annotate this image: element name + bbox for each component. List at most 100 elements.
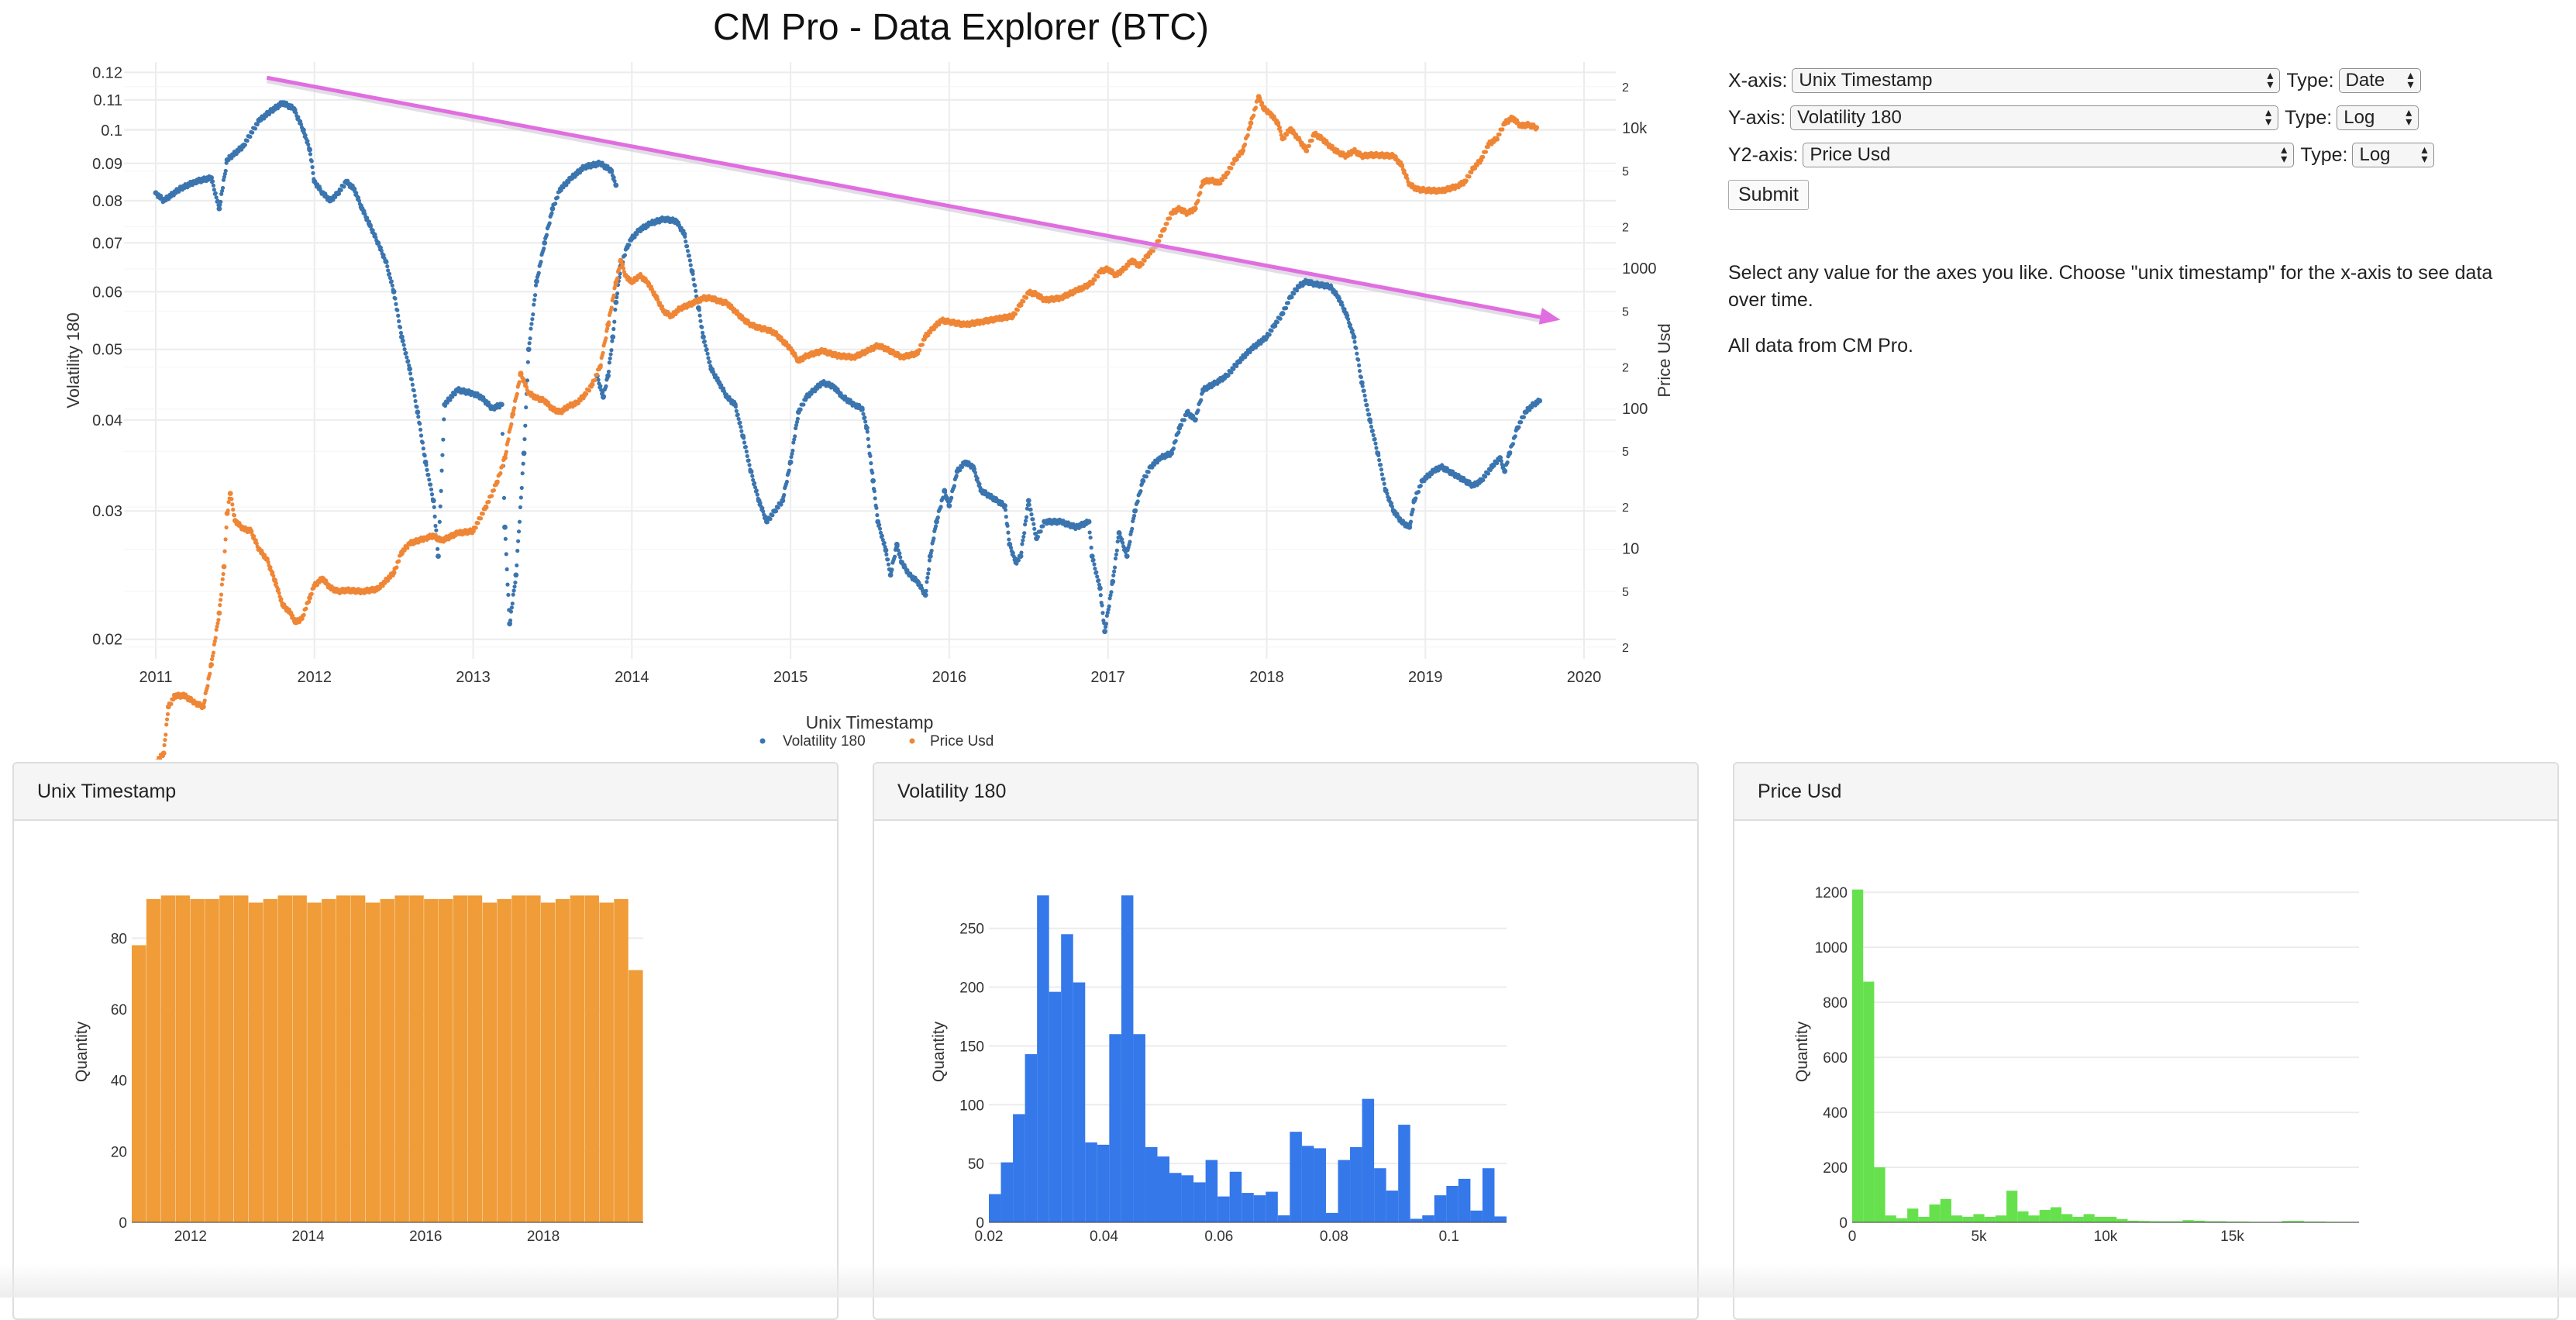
data-point [528,336,532,340]
data-point [530,317,534,321]
histogram-bar [1254,1195,1266,1222]
data-point [404,351,408,355]
data-point [391,570,397,575]
data-point [1016,308,1020,312]
data-point [516,539,520,543]
data-point [384,260,388,264]
data-point [250,130,254,134]
y-axis-title: Quantity [1793,1021,1811,1082]
histogram-bar [439,899,453,1222]
data-point [697,313,701,317]
data-point [622,267,625,271]
data-point [1107,605,1111,608]
data-point [801,402,805,406]
data-point [1159,234,1163,238]
data-point [736,417,740,421]
data-point [1276,320,1279,324]
data-point [162,743,166,747]
y2-type-select[interactable]: Log▴▾ [2352,143,2434,167]
data-point [501,464,505,467]
data-point [1025,296,1028,300]
data-point [532,302,536,306]
data-point [436,553,441,559]
histogram-bar [1230,1172,1242,1222]
select-arrows-icon: ▴▾ [2265,109,2271,127]
x-tick-label: 2019 [1408,669,1443,686]
data-point [697,308,701,312]
legend-marker [760,739,766,744]
y-tick-label: 0.04 [92,412,122,429]
data-point [528,341,532,345]
data-point [308,152,312,156]
histogram-bar [394,895,408,1222]
data-point [407,367,412,372]
data-point [1246,133,1250,137]
data-point [339,188,343,192]
data-point [587,388,591,392]
y-type-value: Log [2344,107,2375,129]
data-point [1355,352,1359,356]
histogram-bar [132,946,146,1223]
x-axis-select[interactable]: Unix Timestamp▴▾ [1792,68,2280,93]
data-point [511,601,515,605]
data-point [394,302,398,306]
data-point [866,437,870,441]
data-point [1134,508,1138,512]
data-point [415,405,418,408]
y-type-select[interactable]: Log▴▾ [2337,105,2419,130]
y-axis-title: Quantity [73,1021,91,1082]
histogram-bar [2006,1191,2017,1222]
y-tick-label: 20 [111,1144,127,1160]
histogram-bar [1410,1218,1423,1222]
y2-axis-title: Price Usd [1655,323,1674,397]
data-point [518,505,522,509]
data-point [416,415,420,419]
data-point [1130,527,1134,531]
data-point [1141,262,1145,266]
submit-button[interactable]: Submit [1728,180,1809,210]
data-point [621,263,625,267]
data-point [1409,519,1413,523]
data-point [307,600,311,604]
x-type-select[interactable]: Date▴▾ [2339,68,2421,93]
data-point [1031,522,1035,526]
histogram-bar [2061,1214,2072,1222]
data-point [1011,551,1015,555]
data-point [164,732,167,736]
y-axis-select[interactable]: Volatility 180▴▾ [1790,105,2278,130]
data-point [342,184,346,188]
data-point [1419,484,1423,488]
data-point [1227,171,1231,174]
data-point [1004,515,1008,519]
data-point [507,437,511,441]
data-point [793,434,797,438]
data-point [396,314,400,318]
histogram-bar [1073,982,1086,1222]
data-point [556,195,560,199]
data-point [1093,278,1097,282]
data-point [270,570,274,574]
data-point [1285,133,1289,136]
data-point [1484,150,1488,153]
y2-tick-label: 1000 [1622,260,1657,277]
data-point [1346,317,1350,321]
histogram-bar [1896,1218,1907,1222]
data-point [1506,460,1510,464]
data-point [609,348,613,352]
data-point [1120,537,1124,541]
y-type-label: Type: [2285,107,2332,129]
data-point [215,195,219,199]
data-point [1486,471,1490,475]
data-point [1371,429,1375,433]
data-point [220,582,224,586]
y2-tick-label: 2 [1622,361,1629,374]
y2-axis-select[interactable]: Price Usd▴▾ [1803,143,2294,167]
data-point [884,553,888,557]
data-point [861,412,865,415]
data-point [304,607,308,611]
data-point [390,279,394,283]
data-point [430,492,434,496]
data-point [1021,535,1025,539]
data-point [708,360,711,364]
data-point [875,513,879,517]
